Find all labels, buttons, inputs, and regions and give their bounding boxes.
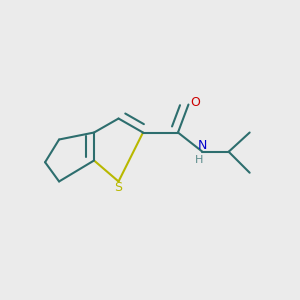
Text: H: H	[195, 155, 203, 166]
Text: S: S	[115, 181, 122, 194]
Text: N: N	[198, 139, 207, 152]
Text: O: O	[190, 96, 200, 109]
